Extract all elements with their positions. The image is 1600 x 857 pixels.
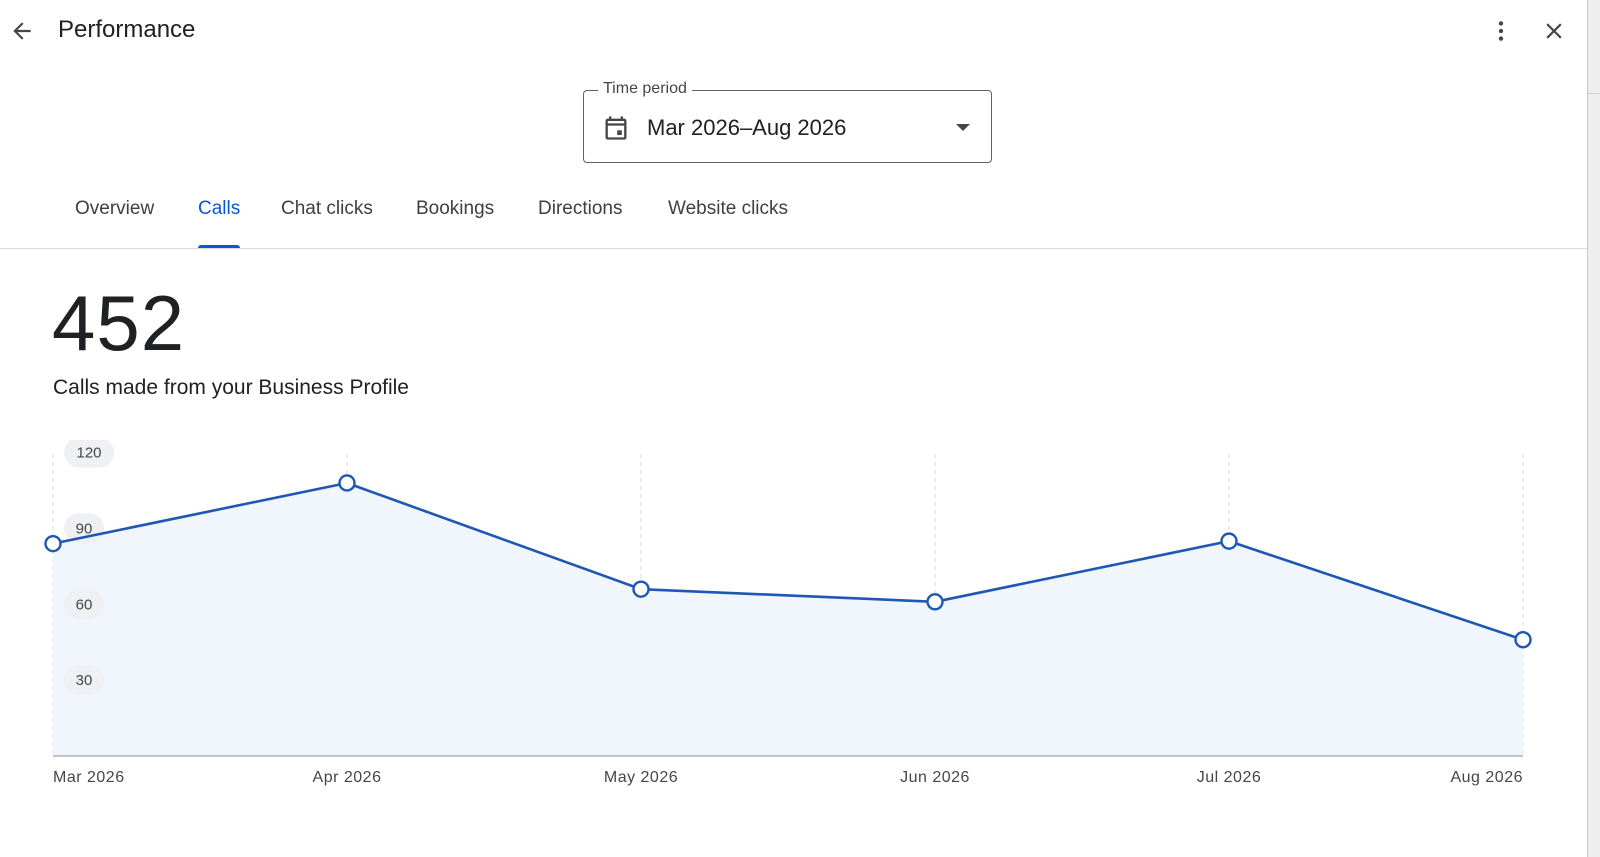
more-vert-icon — [1498, 21, 1504, 41]
series-line — [52, 481, 1524, 641]
data-point — [1514, 631, 1532, 649]
tabs-divider — [0, 248, 1587, 249]
close-icon — [1546, 23, 1562, 39]
x-tick-label: Mar 2026 — [53, 769, 125, 786]
y-tick-badge — [64, 665, 104, 696]
x-tick-label: Jul 2026 — [1197, 769, 1262, 786]
data-point — [338, 474, 356, 492]
tab-overview[interactable]: Overview — [54, 191, 175, 249]
arrow-back-icon — [13, 22, 31, 40]
data-point — [926, 593, 944, 611]
x-tick-label: Aug 2026 — [1450, 769, 1523, 786]
tab-label: Bookings — [416, 198, 495, 219]
y-tick-label: 30 — [76, 672, 93, 689]
time-period-label: Time period — [598, 80, 692, 98]
y-tick-label: 120 — [76, 445, 101, 462]
tab-directions[interactable]: Directions — [517, 191, 643, 249]
y-tick-label: 90 — [76, 520, 93, 537]
time-period-value: Mar 2026–Aug 2026 — [647, 115, 847, 140]
tab-label: Overview — [75, 198, 155, 219]
y-tick-label: 60 — [76, 596, 93, 613]
calls-total: 452 — [52, 279, 186, 367]
data-point — [632, 580, 650, 598]
tab-website-clicks[interactable]: Website clicks — [647, 191, 809, 249]
calls-line-chart: 30 60 90 120 Mar 2026 Apr 2026 May 2026 Jun 202… — [44, 440, 1532, 786]
tab-label: Chat clicks — [281, 198, 373, 219]
close-button[interactable] — [1534, 11, 1574, 51]
tab-bookings[interactable]: Bookings — [395, 191, 515, 249]
tab-calls[interactable]: Calls — [177, 191, 261, 249]
x-tick-label: Jun 2026 — [900, 769, 970, 786]
tab-label: Directions — [538, 198, 623, 219]
data-point — [1220, 532, 1238, 550]
background-page-edge — [1588, 0, 1600, 857]
x-tick-label: May 2026 — [604, 769, 678, 786]
y-tick-badge — [64, 589, 104, 620]
active-tab-indicator — [198, 245, 241, 249]
back-button[interactable] — [2, 11, 42, 51]
calendar-icon — [605, 116, 627, 140]
dropdown-arrow-icon — [956, 124, 970, 131]
x-tick-label: Apr 2026 — [313, 769, 382, 786]
data-point — [44, 534, 62, 553]
series-area — [53, 482, 1523, 756]
page-title: Performance — [58, 16, 196, 43]
calls-caption: Calls made from your Business Profile — [53, 376, 409, 399]
background-divider — [1588, 93, 1600, 94]
more-options-button[interactable] — [1481, 11, 1521, 51]
y-tick-badge — [64, 440, 114, 468]
tab-label: Calls — [198, 198, 241, 219]
tab-label: Website clicks — [668, 198, 789, 219]
time-period-select[interactable]: Time period Mar 2026–Aug 2026 — [583, 80, 992, 163]
tab-chat-clicks[interactable]: Chat clicks — [260, 191, 394, 249]
